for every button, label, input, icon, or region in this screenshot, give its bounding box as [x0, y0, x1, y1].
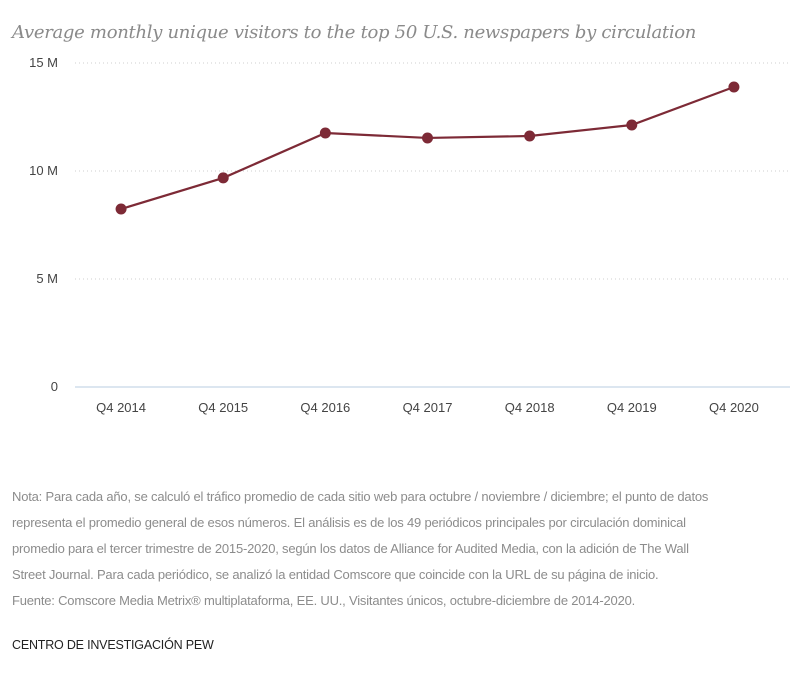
chart-title: Average monthly unique visitors to the t… [12, 22, 697, 43]
x-tick-label: Q4 2015 [198, 400, 248, 415]
credit: CENTRO DE INVESTIGACIÓN PEW [12, 638, 214, 652]
note-line: Street Journal. Para cada periódico, se … [12, 567, 659, 582]
x-tick-label: Q4 2020 [709, 400, 759, 415]
y-tick-label: 0 [51, 379, 58, 394]
data-point [626, 119, 638, 131]
series-line [120, 85, 735, 211]
data-point [319, 127, 331, 139]
note-line: Nota: Para cada año, se calculó el tráfi… [12, 489, 709, 504]
x-tick-label: Q4 2014 [96, 400, 146, 415]
note-line: representa el promedio general de esos n… [12, 515, 686, 530]
note-line: promedio para el tercer trimestre de 201… [12, 541, 689, 556]
source-line: Fuente: Comscore Media Metrix® multiplat… [12, 593, 636, 608]
data-point [524, 130, 536, 142]
x-tick-label: Q4 2017 [403, 400, 453, 415]
chart-notes: Nota: Para cada año, se calculó el tráfi… [12, 484, 800, 614]
x-tick-label: Q4 2019 [607, 400, 657, 415]
data-point [728, 81, 740, 93]
y-tick-label: 10 M [29, 163, 58, 178]
data-point [115, 203, 127, 215]
x-tick-label: Q4 2018 [505, 400, 555, 415]
y-tick-label: 5 M [36, 271, 58, 286]
y-tick-label: 15 M [29, 55, 58, 70]
data-point [422, 132, 433, 144]
x-tick-label: Q4 2016 [300, 400, 350, 415]
data-point [217, 172, 229, 184]
line-chart: 0 5 M 10 M 15 M Q4 2014 Q4 2015 Q4 2016 Q4 2017… [29, 55, 790, 415]
